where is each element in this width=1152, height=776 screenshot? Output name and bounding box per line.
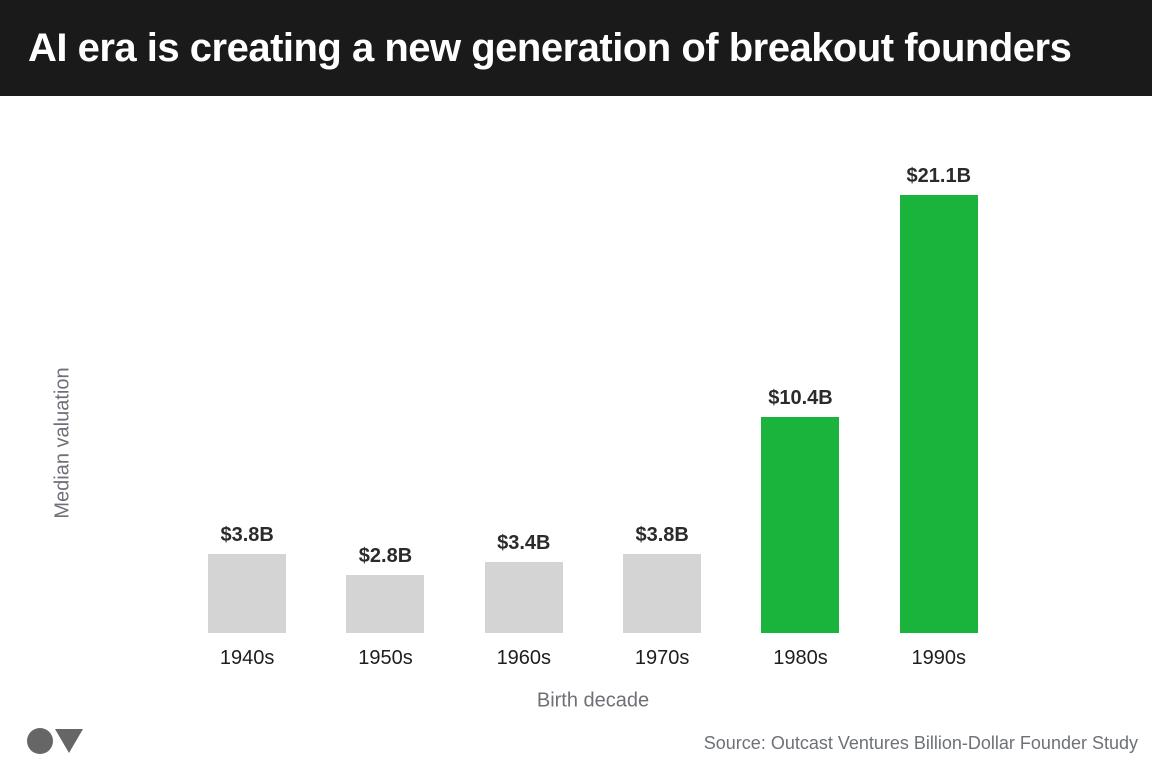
- x-tick-label: 1970s: [634, 647, 690, 669]
- chart-title: AI era is creating a new generation of b…: [28, 25, 1072, 70]
- x-tick-label: 1960s: [496, 647, 552, 669]
- bar-column-1960s: $3.4B 1960s: [455, 96, 593, 669]
- bar-column-1980s: $10.4B 1980s: [731, 96, 869, 669]
- bar-1970s: [623, 554, 702, 633]
- bar-value-label: $10.4B: [768, 387, 833, 409]
- bar-column-1950s: $2.8B 1950s: [316, 96, 454, 669]
- source-credit: Source: Outcast Ventures Billion-Dollar …: [703, 733, 1138, 753]
- x-tick-label: 1950s: [358, 647, 413, 669]
- publisher-logo: [27, 728, 83, 754]
- bar-value-label: $3.8B: [635, 524, 689, 546]
- bar-1980s: [761, 417, 840, 633]
- bar-value-label: $2.8B: [358, 545, 413, 567]
- x-tick-label: 1990s: [911, 647, 967, 669]
- bar-1940s: [208, 554, 287, 633]
- x-tick-label: 1940s: [219, 647, 275, 669]
- bar-value-label: $21.1B: [906, 165, 972, 187]
- circle-icon: [27, 728, 53, 754]
- plot-area: $3.8B 1940s $2.8B 1950s $3.4B 1960s $3.8B 1970s…: [178, 96, 1008, 669]
- bar-1960s: [484, 562, 563, 633]
- bar-value-label: $3.8B: [220, 524, 274, 546]
- bar-1990s: [899, 195, 978, 633]
- bar-value-label: $3.4B: [497, 532, 551, 554]
- bar-column-1990s: $21.1B 1990s: [870, 96, 1008, 669]
- bar-column-1970s: $3.8B 1970s: [593, 96, 731, 669]
- triangle-down-icon: [55, 729, 83, 753]
- x-axis-label: Birth decade: [536, 689, 650, 712]
- bar-column-1940s: $3.8B 1940s: [178, 96, 316, 669]
- title-banner: AI era is creating a new generation of b…: [0, 0, 1152, 96]
- y-axis-label: Median valuation: [51, 367, 74, 519]
- x-tick-label: 1980s: [773, 647, 828, 669]
- bar-1950s: [346, 575, 425, 633]
